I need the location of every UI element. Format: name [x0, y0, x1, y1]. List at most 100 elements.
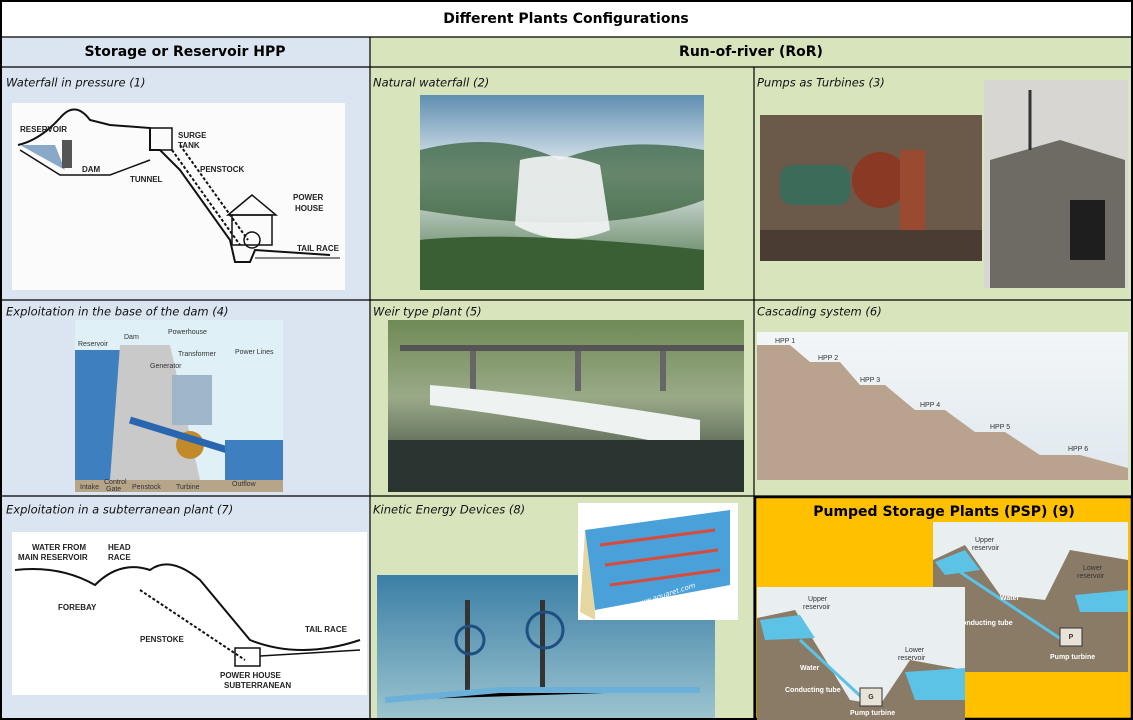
- image-label: Lower: [1083, 565, 1103, 572]
- shape: [420, 236, 704, 290]
- shape: [660, 351, 666, 391]
- image-label: POWER HOUSE: [220, 671, 282, 680]
- photo-pumps: [760, 80, 1128, 288]
- shape: [585, 510, 730, 610]
- image-label: HPP 4: [920, 402, 940, 409]
- image-label: Powerhouse: [168, 329, 207, 336]
- shape: [959, 570, 1071, 647]
- image-label: DAM: [82, 165, 101, 174]
- shape: [859, 687, 883, 707]
- shape: [12, 103, 345, 290]
- image-label: TAIL RACE: [297, 244, 340, 253]
- diagram-cascade: HPP 1 HPP 2 HPP 3 HPP 4 HPP 5 HPP 6: [757, 332, 1128, 480]
- image-label: Control: [104, 479, 127, 486]
- shape: [139, 589, 246, 661]
- shape: [798, 638, 872, 707]
- image-label: HOUSE: [295, 204, 324, 213]
- shape: [62, 140, 72, 168]
- shape: [780, 165, 850, 205]
- title-row: [0, 0, 1133, 37]
- image-label: Transformer: [178, 351, 217, 358]
- shape: [20, 145, 65, 170]
- shape: [12, 532, 367, 695]
- shape: [234, 647, 261, 667]
- image-label: HPP 6: [1068, 446, 1088, 453]
- shape: [515, 156, 610, 239]
- image-label: Conducting tube: [957, 620, 1013, 627]
- image-label: Dam: [124, 334, 139, 341]
- shape: [575, 351, 581, 391]
- image-label: Water: [1000, 595, 1019, 602]
- image-label: HPP 1: [775, 338, 795, 345]
- table-title: Different Plants Configurations: [443, 11, 689, 27]
- shape: [935, 550, 980, 575]
- shape: [172, 375, 212, 425]
- shape: [149, 127, 173, 151]
- shape: [75, 480, 283, 492]
- shape: [525, 610, 565, 650]
- image-label: reservoir: [972, 545, 1000, 552]
- shape: [1059, 627, 1083, 647]
- shape: [599, 528, 721, 587]
- shape: [430, 385, 700, 450]
- header-storage: [0, 37, 370, 67]
- cell-caption: Natural waterfall (2): [373, 76, 489, 90]
- shape: [905, 668, 965, 700]
- cell-caption: Cascading system (6): [757, 305, 882, 319]
- photo-kinetic-devices: www.aquaret.com: [377, 503, 738, 718]
- image-label: Reservoir: [78, 341, 109, 348]
- image-label: RACE: [108, 553, 131, 562]
- shape: [760, 230, 982, 261]
- header-ror: [370, 37, 1133, 67]
- shape: [852, 152, 908, 208]
- image-label: Lower: [905, 647, 925, 654]
- photo-weir: [388, 320, 744, 492]
- column-header: Run-of-river (RoR): [679, 44, 823, 60]
- shape: [17, 108, 331, 263]
- cell-caption: Exploitation in a subterranean plant (7): [6, 503, 233, 517]
- cell-caption: Waterfall in pressure (1): [6, 76, 146, 90]
- shape: [580, 530, 595, 620]
- cell-caption: Exploitation in the base of the dam (4): [6, 305, 229, 319]
- image-label: HEAD: [108, 543, 131, 552]
- image-label: TUNNEL: [130, 175, 163, 184]
- image-label: SUBTERRANEAN: [224, 681, 291, 690]
- shape: [259, 649, 361, 657]
- image-label: reservoir: [898, 655, 926, 662]
- image-label: RESERVOIR: [20, 125, 67, 134]
- image-label: Power Lines: [235, 349, 274, 356]
- image-label: Generator: [150, 363, 182, 370]
- image-label: Outflow: [232, 481, 257, 488]
- cell-caption: Pumped Storage Plants (PSP) (9): [813, 504, 1075, 520]
- image-label: HPP 2: [818, 355, 838, 362]
- diagram-pumped-storage: Upper reservoir Lower reservoir Water Co…: [757, 522, 1128, 720]
- image-label: HPP 3: [860, 377, 880, 384]
- image-label: Intake: [80, 484, 99, 491]
- column-header: Storage or Reservoir HPP: [84, 44, 285, 60]
- shape: [243, 231, 261, 249]
- shape: [470, 351, 476, 391]
- shape: [1070, 200, 1105, 260]
- image-label: P: [1069, 634, 1074, 641]
- image-label: Upper: [975, 537, 995, 544]
- cell-caption: Pumps as Turbines (3): [757, 76, 885, 90]
- image-label: POWER: [293, 193, 323, 202]
- diagram-dam-base: Reservoir Dam Powerhouse Transformer Gen…: [75, 320, 283, 493]
- image-label: TANK: [178, 141, 200, 150]
- shape: [454, 624, 486, 656]
- shape: [225, 440, 283, 480]
- image-label: Penstock: [132, 484, 161, 491]
- shape: [400, 345, 744, 351]
- cell-caption: Weir type plant (5): [373, 305, 482, 319]
- cell-caption: Kinetic Energy Devices (8): [373, 503, 525, 517]
- image-label: TAIL RACE: [305, 625, 348, 634]
- shape: [757, 345, 1128, 480]
- image-label: WATER FROM: [32, 543, 86, 552]
- shape: [760, 615, 815, 640]
- image-label: Conducting tube: [785, 687, 841, 694]
- image-label: Water: [800, 665, 819, 672]
- shape: [384, 687, 700, 703]
